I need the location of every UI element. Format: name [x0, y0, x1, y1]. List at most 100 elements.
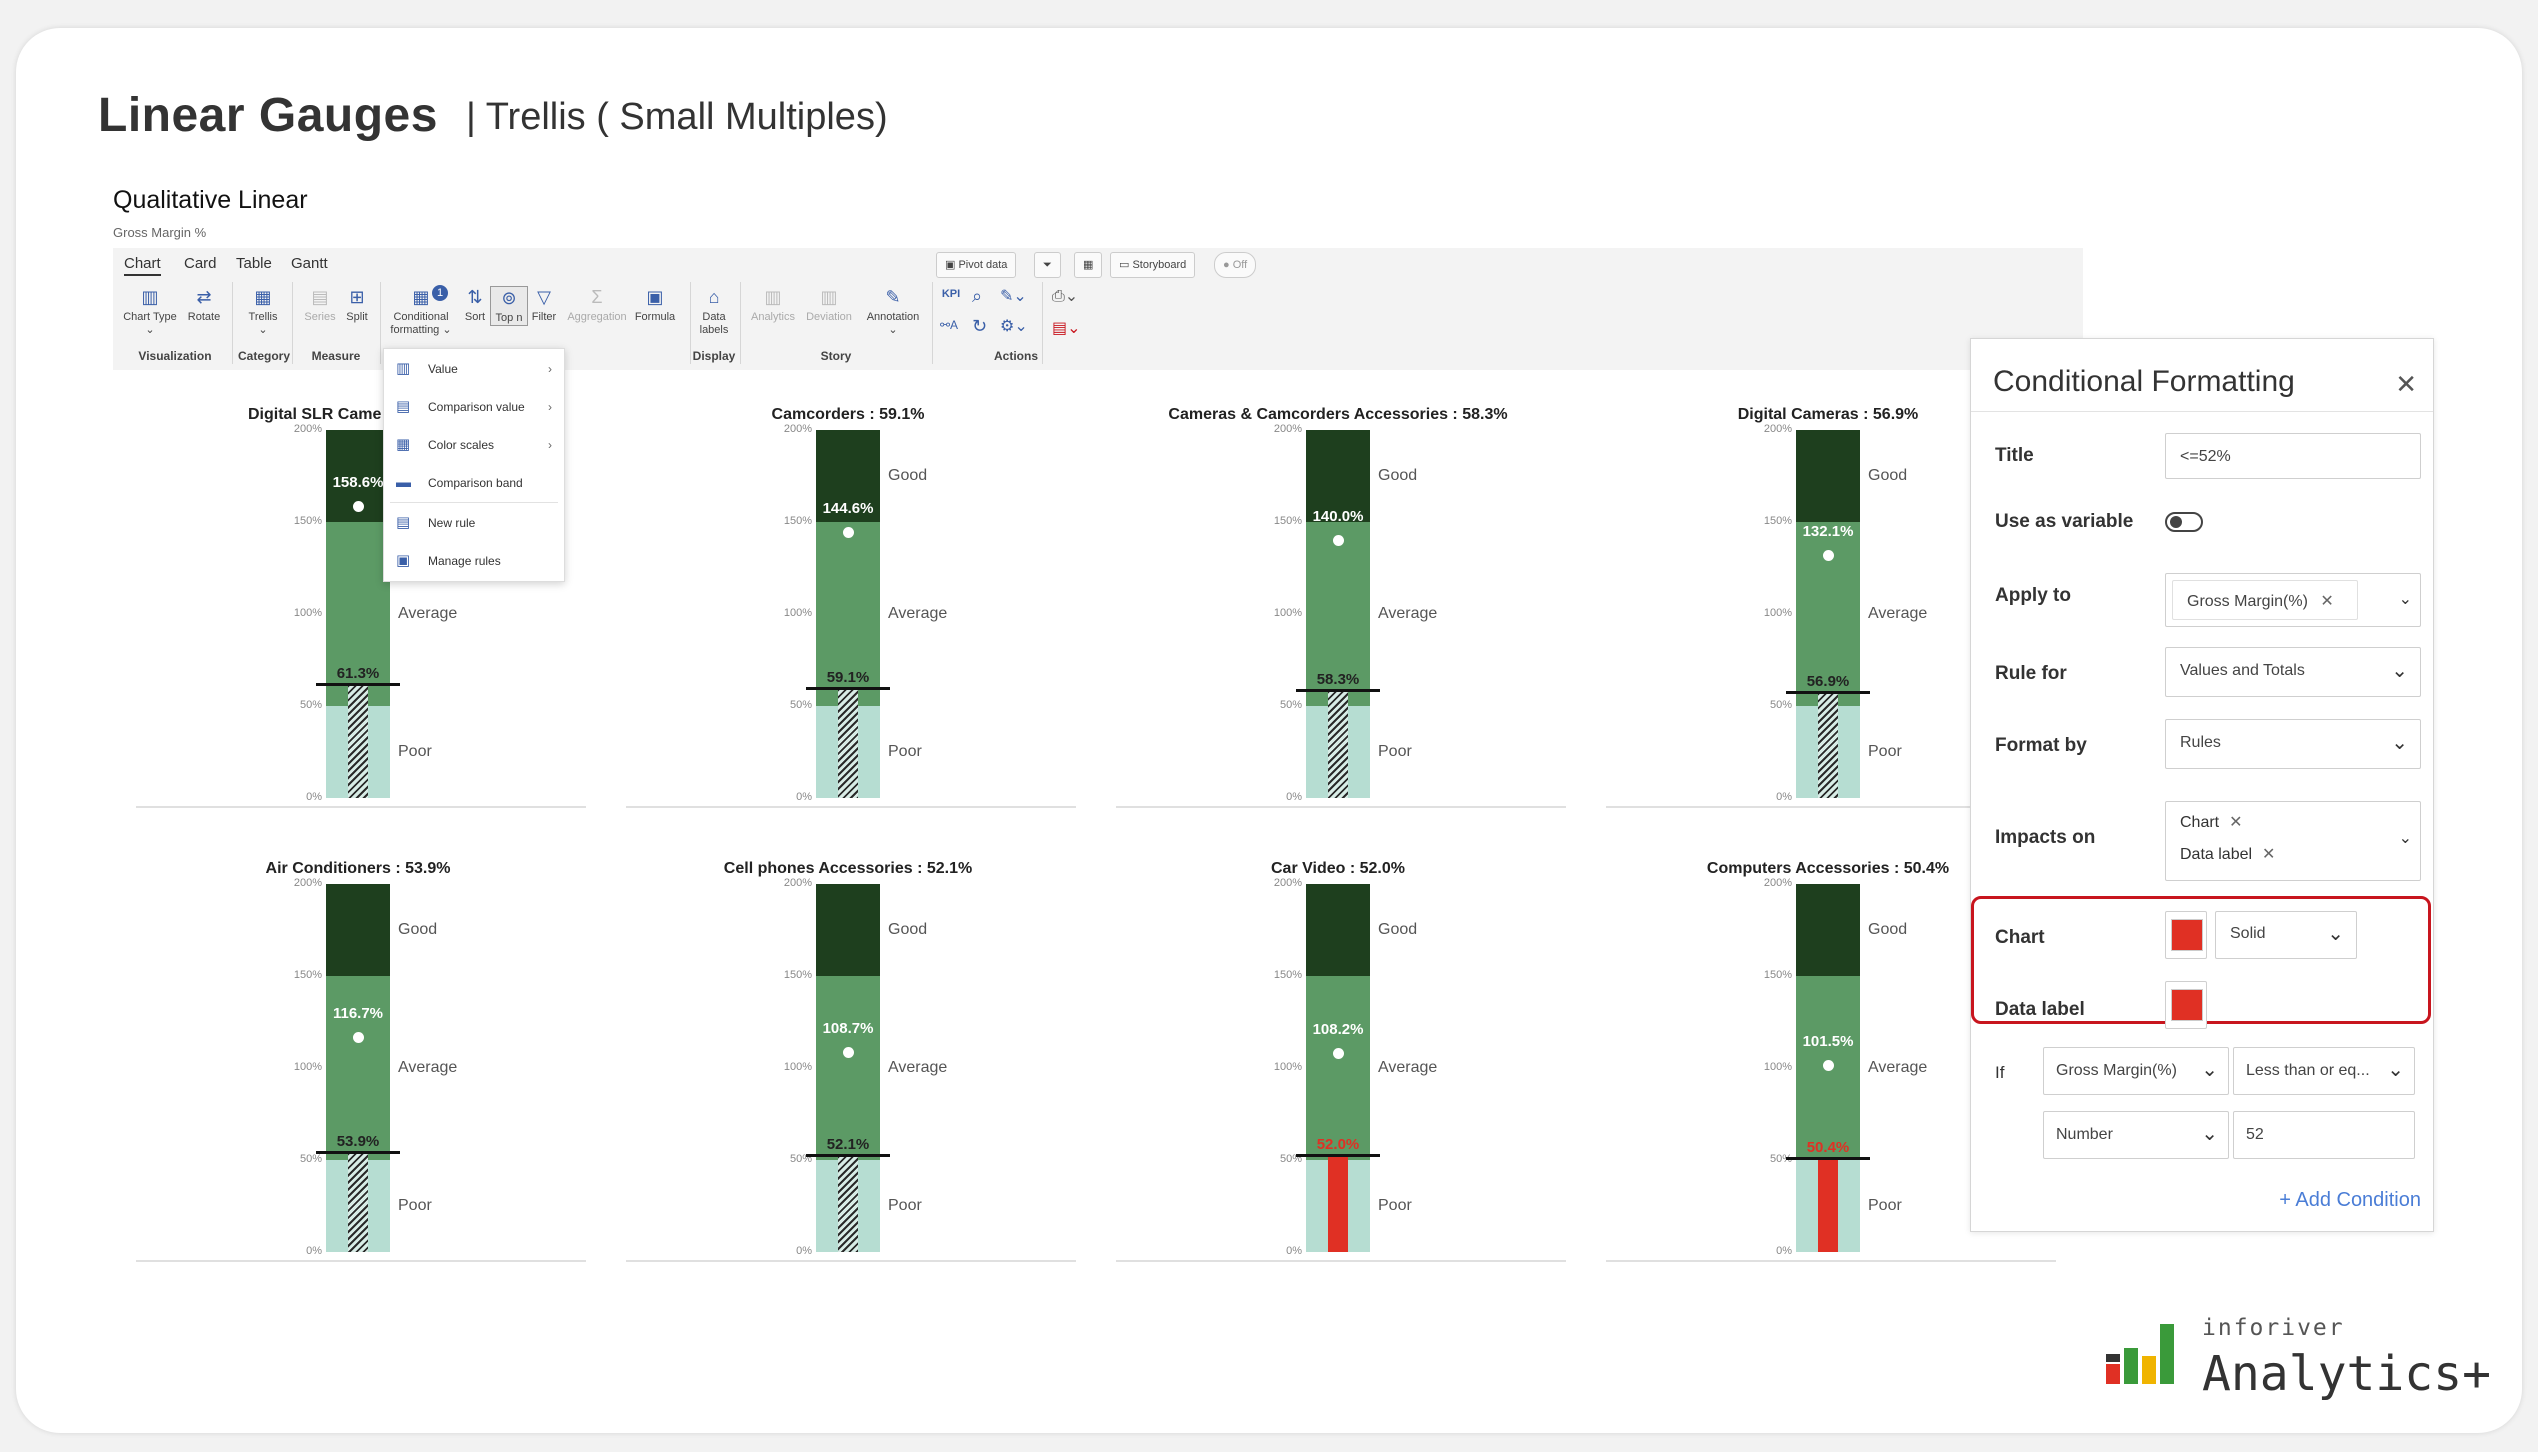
- conditional-formatting-button[interactable]: ▦ Conditional formatting ⌄: [390, 287, 452, 336]
- target-value-label: 132.1%: [1802, 522, 1854, 540]
- condition-type-select[interactable]: Number ⌄: [2043, 1111, 2229, 1159]
- aggregation-button[interactable]: Σ Aggregation: [567, 287, 627, 323]
- chevron-down-icon: ⌄: [2201, 1123, 2218, 1145]
- gauge-title: Car Video : 52.0%: [1271, 860, 1405, 877]
- top-n-button[interactable]: ⊚ Top n: [490, 286, 528, 326]
- brush-icon[interactable]: ✎⌄: [1000, 288, 1027, 305]
- group-actions: Actions: [993, 349, 1038, 363]
- average-band: [816, 976, 880, 1160]
- chevron-down-icon: ⌄: [2327, 923, 2344, 945]
- axis-tick-label: 100%: [1763, 1061, 1792, 1073]
- storyboard-button[interactable]: ▭ Storyboard: [1110, 252, 1196, 278]
- menu-item[interactable]: ▦ Color scales ›: [384, 427, 564, 463]
- axis-tick-label: 100%: [293, 1061, 322, 1073]
- condition-value-input[interactable]: 52: [2233, 1111, 2415, 1159]
- axis-tick-label: 150%: [293, 969, 322, 981]
- chart-type-button[interactable]: ▥ Chart Type ⌄: [123, 287, 177, 336]
- gauge-title: Air Conditioners : 53.9%: [265, 860, 451, 877]
- link-icon[interactable]: ⚯A: [940, 318, 959, 332]
- analytics-icon: ▥: [764, 287, 782, 307]
- filter-button[interactable]: ▽ Filter: [531, 287, 557, 323]
- actual-marker-line: [316, 683, 400, 687]
- tab-card[interactable]: Card: [184, 255, 217, 272]
- axis-tick-label: 200%: [1763, 877, 1792, 889]
- split-button[interactable]: ⊞ Split: [346, 287, 368, 323]
- menu-item[interactable]: ▤ Comparison value ›: [384, 389, 564, 425]
- deviation-button[interactable]: ▥ Deviation: [806, 287, 852, 323]
- menu-item[interactable]: ▥ Value ›: [384, 351, 564, 387]
- tab-chart[interactable]: Chart: [124, 255, 161, 276]
- data-labels-button[interactable]: ⌂ Data labels: [699, 287, 729, 336]
- series-button[interactable]: ▤ Series: [304, 287, 336, 323]
- formula-button[interactable]: ▣ Formula: [634, 287, 676, 323]
- remove-tag-icon[interactable]: ✕: [2229, 814, 2243, 831]
- rule-for-select[interactable]: Values and Totals ⌄: [2165, 647, 2421, 697]
- menu-item[interactable]: ▬ Comparison band: [384, 465, 564, 501]
- chart-color-picker[interactable]: [2165, 911, 2207, 959]
- axis-tick-label: 50%: [299, 1153, 322, 1165]
- settings-gear-icon[interactable]: ⚙⌄: [1000, 318, 1028, 335]
- add-condition-link[interactable]: + Add Condition: [2279, 1189, 2421, 1211]
- average-band: [1306, 976, 1370, 1160]
- poor-band-label: Poor: [888, 743, 922, 760]
- condition-field-select[interactable]: Gross Margin(%) ⌄: [2043, 1047, 2229, 1095]
- panel-baseline: [1606, 1260, 2056, 1262]
- trellis-button[interactable]: ▦ Trellis ⌄: [248, 287, 278, 336]
- axis-tick-label: 0%: [1776, 791, 1792, 803]
- axis-tick-label: 0%: [306, 791, 322, 803]
- axis-tick-label: 0%: [306, 1245, 322, 1257]
- tab-table[interactable]: Table: [236, 255, 272, 272]
- pdf-export-icon[interactable]: ▤⌄: [1052, 320, 1081, 337]
- actual-bar: [1328, 1156, 1348, 1252]
- axis-tick-label: 50%: [1769, 1153, 1792, 1165]
- remove-tag-icon[interactable]: ✕: [2320, 593, 2334, 610]
- refresh-icon[interactable]: ↻: [972, 316, 988, 336]
- remove-tag-icon[interactable]: ✕: [2262, 846, 2276, 863]
- pivot-data-button[interactable]: ▣ Pivot data: [936, 252, 1017, 278]
- target-marker-dot: [1333, 535, 1344, 547]
- visual-subtitle: Gross Margin %: [113, 225, 207, 240]
- average-band-label: Average: [1378, 605, 1438, 622]
- table-grid-icon: ▦: [412, 287, 430, 307]
- analytics-button[interactable]: ▥ Analytics: [750, 287, 796, 323]
- sigma-icon: Σ: [591, 287, 603, 307]
- chevron-down-icon: ⌄: [2398, 591, 2412, 608]
- close-icon[interactable]: ✕: [2395, 369, 2417, 399]
- title-input[interactable]: <=52%: [2165, 433, 2421, 479]
- impacts-tag-data-label[interactable]: Data label ✕: [2180, 846, 2276, 863]
- use-as-variable-toggle[interactable]: [2165, 512, 2203, 532]
- bar-chart-icon: ▥: [141, 287, 159, 307]
- grid-edit-icon[interactable]: ▦: [1074, 252, 1103, 278]
- actual-value-label: 50.4%: [1806, 1139, 1850, 1157]
- impacts-on-select[interactable]: Chart ✕ Data label ✕ ⌄: [2165, 801, 2421, 881]
- search-icon[interactable]: ⌕: [972, 286, 983, 306]
- format-by-select[interactable]: Rules ⌄: [2165, 719, 2421, 769]
- menu-item[interactable]: ▣ Manage rules: [384, 543, 564, 579]
- gauge-title: Camcorders : 59.1%: [771, 406, 925, 423]
- actual-marker-line: [1296, 688, 1380, 692]
- impacts-tag-chart[interactable]: Chart ✕: [2180, 814, 2243, 831]
- actual-value-label: 61.3%: [336, 665, 380, 683]
- logo-brand-big: Analytics+: [2202, 1346, 2491, 1402]
- funnel-icon[interactable]: ⏷: [1034, 252, 1061, 278]
- kpi-button[interactable]: KPI: [941, 288, 961, 300]
- panel-baseline: [626, 806, 1076, 808]
- actual-bar: [348, 685, 368, 798]
- data-label-color-picker[interactable]: [2165, 981, 2207, 1029]
- poor-band-label: Poor: [1868, 743, 1902, 760]
- gauge-title: Cameras & Camcorders Accessories : 58.3%: [1168, 406, 1508, 423]
- actual-value-label: 52.0%: [1316, 1136, 1360, 1154]
- rotate-button[interactable]: ⇄ Rotate: [187, 287, 221, 323]
- condition-operator-select[interactable]: Less than or eq... ⌄: [2233, 1047, 2415, 1095]
- apply-to-tag[interactable]: Gross Margin(%) ✕: [2172, 580, 2358, 620]
- good-band: [1796, 430, 1860, 522]
- menu-item[interactable]: ▤ New rule: [384, 505, 564, 541]
- sort-button[interactable]: ⇅ Sort: [464, 287, 486, 323]
- panel-baseline: [626, 1260, 1076, 1262]
- export-icon[interactable]: ⎙⌄: [1052, 288, 1079, 305]
- apply-to-select[interactable]: Gross Margin(%) ✕ ⌄: [2165, 573, 2421, 627]
- chart-style-select[interactable]: Solid ⌄: [2215, 911, 2357, 959]
- story-toggle[interactable]: ● Off: [1214, 252, 1257, 278]
- tab-gantt[interactable]: Gantt: [291, 255, 328, 272]
- annotation-button[interactable]: ✎ Annotation ⌄: [866, 287, 920, 336]
